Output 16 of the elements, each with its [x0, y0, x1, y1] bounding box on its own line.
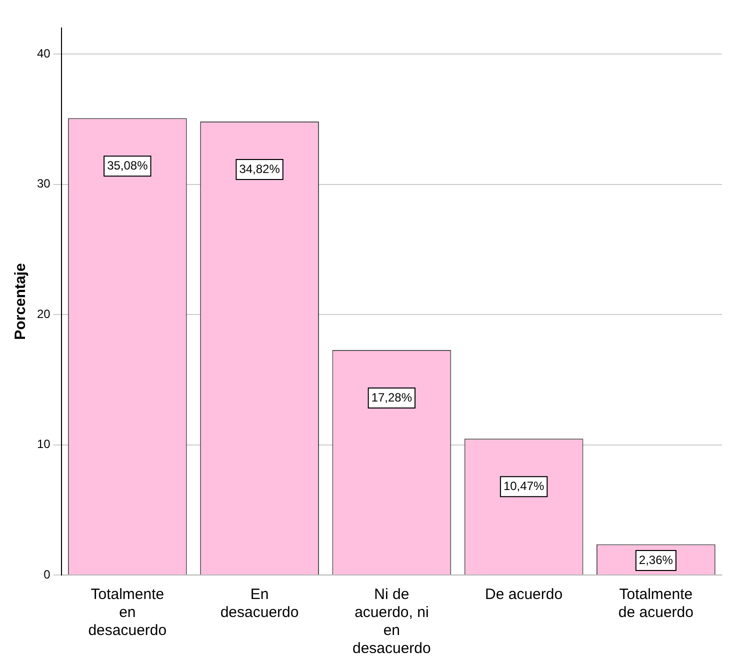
x-tick-label: En desacuerdo: [220, 586, 299, 622]
data-label: 35,08%: [107, 158, 148, 172]
x-tick-label: Totalmente de acuerdo: [618, 586, 694, 622]
y-tick-label: 20: [36, 306, 51, 321]
y-tick-label: 10: [36, 437, 51, 452]
y-tick-label: 0: [44, 567, 51, 582]
x-tick-label: De acuerdo: [485, 586, 563, 604]
x-tick-label: Ni de acuerdo, ni en desacuerdo: [352, 586, 431, 658]
x-tick-label: Totalmente en desacuerdo: [88, 586, 167, 640]
y-axis-title: Porcentaje: [12, 263, 30, 340]
data-label: 17,28%: [371, 390, 412, 404]
data-label: 2,36%: [638, 552, 674, 567]
y-tick-label: 30: [36, 176, 51, 191]
data-label: 10,47%: [503, 478, 544, 493]
data-label: 34,82%: [239, 162, 280, 176]
y-tick-label: 40: [36, 46, 51, 60]
